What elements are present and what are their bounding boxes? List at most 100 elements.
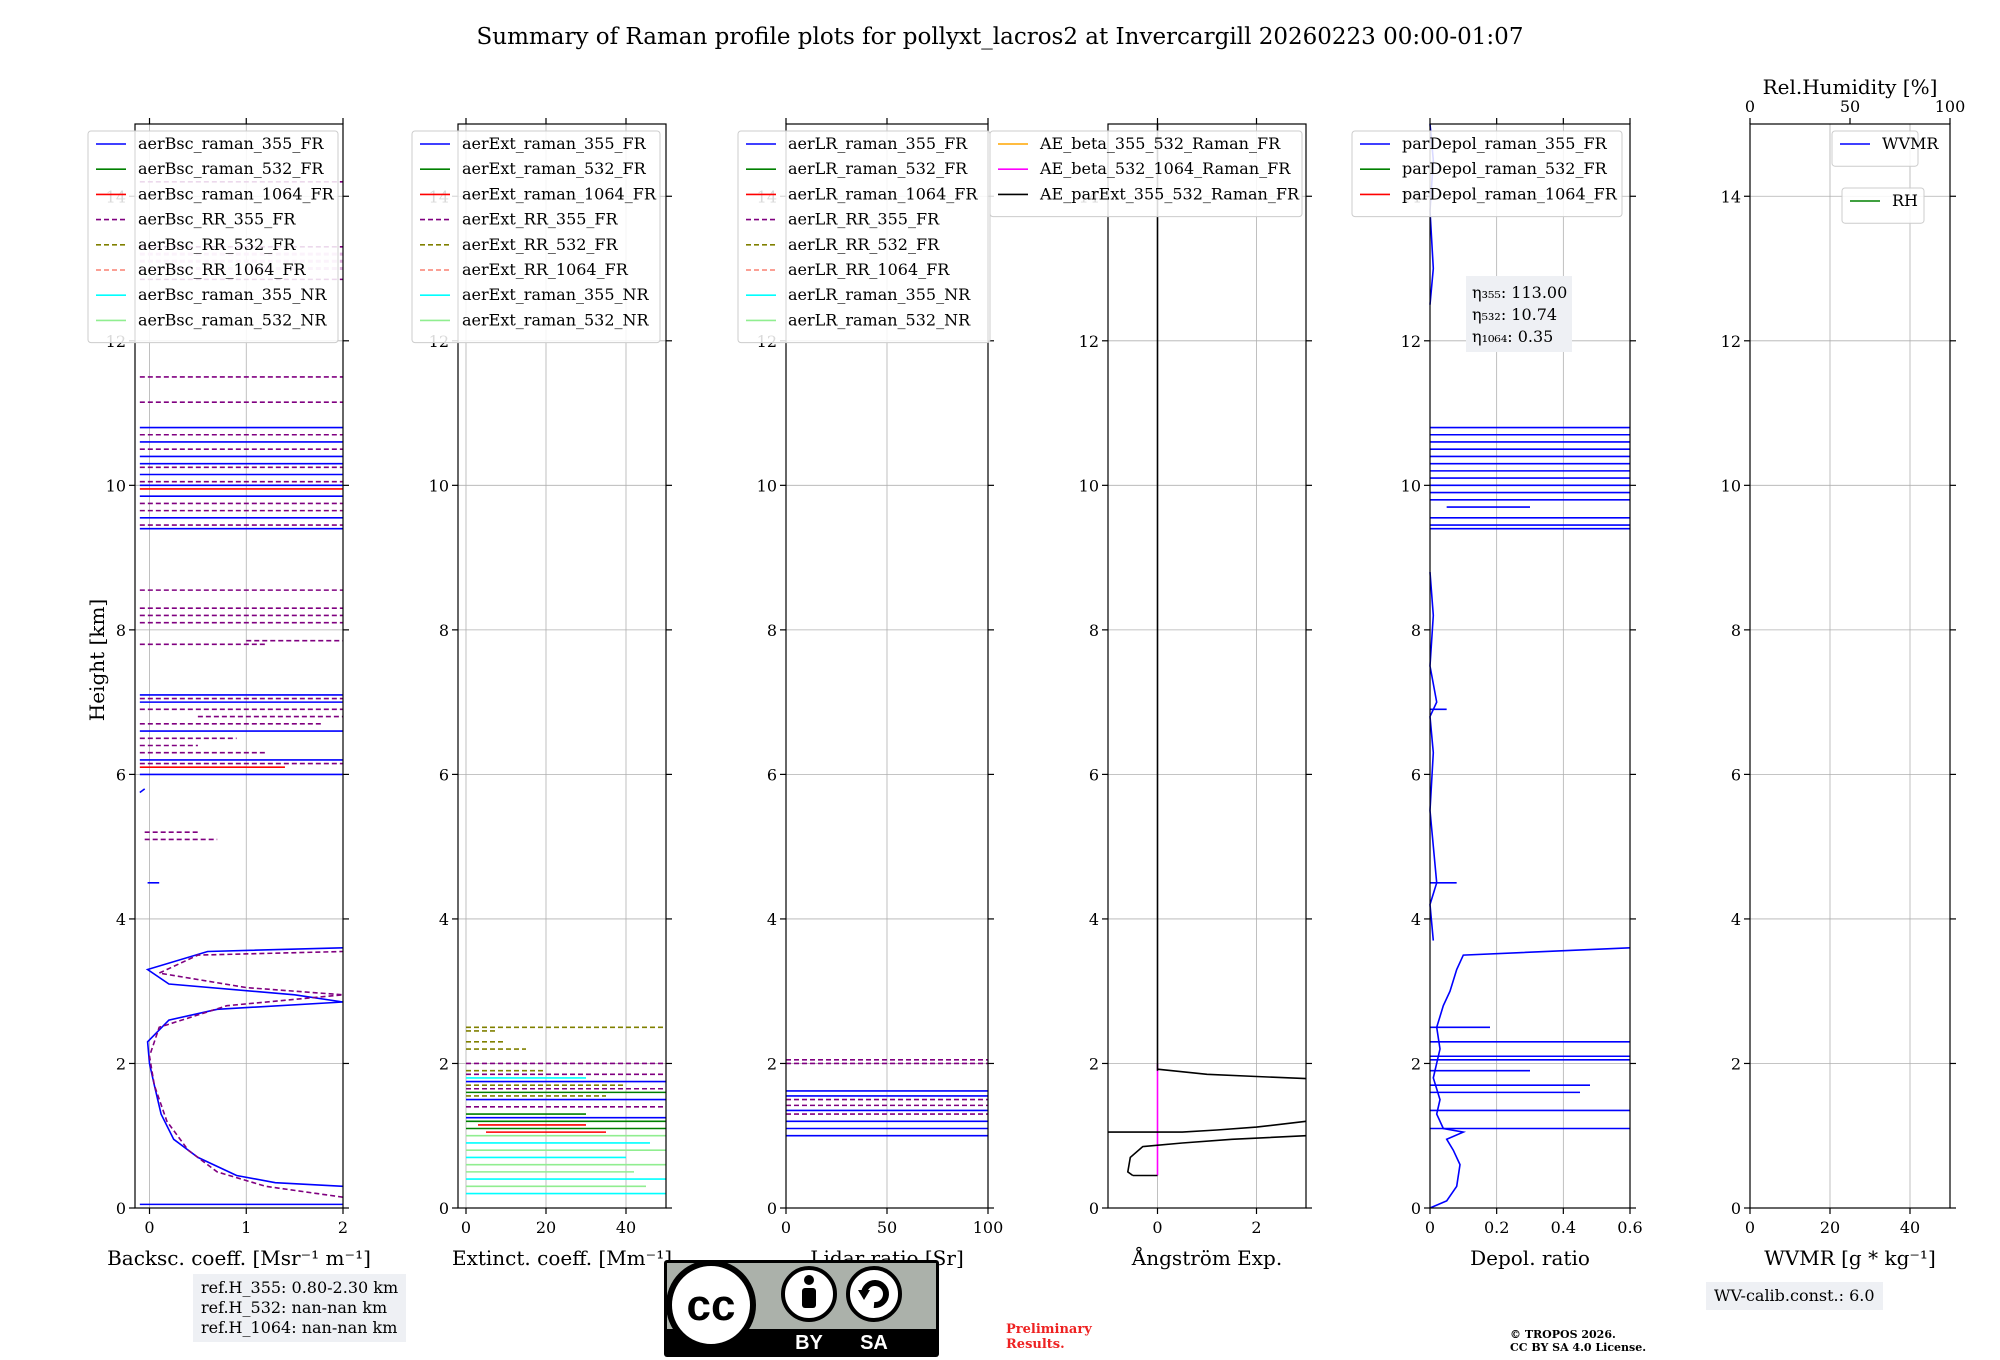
axes-frame [134,123,344,1209]
y-tick-label: 14 [1721,187,1741,206]
legend-label: aerBsc_raman_355_NR [138,285,327,304]
legend-label: aerBsc_RR_532_FR [138,235,296,254]
legend-frame [737,130,991,344]
y-tick-label: 6 [1731,765,1741,784]
legend-label: aerBsc_raman_1064_FR [138,184,335,203]
x-tick-label: 100 [973,1218,1004,1237]
person-body-icon [802,1288,816,1308]
x-tick-label: 0 [781,1218,791,1237]
x-tick-label: 0 [461,1218,471,1237]
y-tick-label: 10 [1401,476,1421,495]
axes-frame [1429,123,1631,1209]
y-tick-label: 8 [1089,621,1099,640]
legend-frame [1351,130,1623,218]
legend-label: parDepol_raman_355_FR [1402,134,1608,153]
y-tick-label: 8 [767,621,777,640]
figure-title: Summary of Raman profile plots for polly… [477,24,1524,50]
y-tick-label: 2 [1731,1054,1741,1073]
y-tick-label: 4 [116,910,126,929]
y-tick-label: 12 [1401,332,1421,351]
y-tick-label: 8 [1411,621,1421,640]
legend-label: aerExt_raman_1064_FR [462,184,657,203]
x-axis-label: Ångström Exp. [1131,1245,1282,1270]
profile-line-black [1108,1120,1307,1133]
x-axis-label: Backsc. coeff. [Msr⁻¹ m⁻¹] [107,1246,371,1270]
ref-height-355: ref.H_355: 0.80-2.30 km [201,1278,399,1297]
legend-frame [989,130,1303,218]
legend-label: aerExt_raman_532_NR [462,310,650,329]
y-tick-label: 10 [106,476,126,495]
legend-label: aerLR_raman_355_NR [788,285,971,304]
preliminary-results-note: Preliminary Results. [1006,1322,1092,1352]
wv-calibration-text: WV-calib.const.: 6.0 [1714,1286,1875,1305]
rh-tick-label: 50 [1840,97,1860,116]
share-alike-icon [846,1266,902,1322]
axes-frame [1749,123,1951,1209]
profile-line-blue [145,947,344,1188]
panel-lr: 02468101214050100Lidar ratio [Sr]aerLR_r… [737,118,1004,1270]
x-tick-label: 20 [1820,1218,1840,1237]
legend-label: aerBsc_raman_532_NR [138,310,327,329]
y-tick-label: 6 [767,765,777,784]
y-tick-label: 0 [439,1199,449,1218]
x-tick-label: 0 [1745,1218,1755,1237]
rh-tick-label: 0 [1745,97,1755,116]
legend-label: aerExt_raman_355_FR [462,134,647,153]
copyright-line-2: CC BY SA 4.0 License. [1510,1341,1647,1354]
profile-line-black [1157,1068,1307,1080]
y-axis-label: Height [km] [85,599,109,721]
legend-frame [1831,130,1919,167]
y-tick-label: 0 [1731,1199,1741,1218]
y-tick-label: 2 [116,1054,126,1073]
x-tick-label: 0 [1425,1218,1435,1237]
profile-line-purple [148,950,344,1198]
person-head-icon [804,1275,814,1285]
y-tick-label: 12 [1721,332,1741,351]
legend-label: aerLR_raman_1064_FR [788,184,978,203]
y-tick-label: 4 [1731,910,1741,929]
sa-label: SA [860,1332,888,1354]
legend-label: aerLR_raman_532_NR [788,310,971,329]
by-label: BY [795,1332,823,1354]
legend-label: aerLR_raman_355_FR [788,134,968,153]
legend-frame [411,130,661,344]
x-tick-label: 0 [1152,1218,1162,1237]
legend-frame [87,130,339,344]
panel-ext: 0246810121402040Extinct. coeff. [Mm⁻¹]ae… [411,118,672,1270]
legend-label: WVMR [1882,134,1939,153]
x-tick-label: 0.4 [1551,1218,1576,1237]
x-tick-label: 0.2 [1484,1218,1509,1237]
y-tick-label: 10 [1079,476,1099,495]
y-tick-label: 10 [429,476,449,495]
y-tick-label: 0 [116,1199,126,1218]
x-axis-label: Depol. ratio [1470,1246,1590,1270]
legend-label: aerExt_RR_1064_FR [462,260,629,279]
y-tick-label: 0 [767,1199,777,1218]
x-tick-label: 2 [338,1218,348,1237]
y-tick-label: 6 [439,765,449,784]
x-tick-label: 40 [616,1218,636,1237]
cc-letters: cc [687,1281,736,1330]
y-tick-label: 0 [1411,1199,1421,1218]
legend-label: AE_beta_355_532_Raman_FR [1039,134,1281,153]
y-tick-label: 0 [1089,1199,1099,1218]
y-tick-label: 2 [1411,1054,1421,1073]
legend-label: AE_parExt_355_532_Raman_FR [1039,184,1300,203]
axes-frame [457,123,667,1209]
panels-group: 0 2 4 6 8 10 12 14 0 12 Backsc. coeff. [Msr⁻¹ m⁻¹]… [87,75,1965,1270]
panel-ae: 0246810121402Ångström Exp.AE_beta_355_53… [989,118,1312,1270]
y-tick-label: 6 [1411,765,1421,784]
profile-line-black [1126,1134,1307,1177]
legend-rh-frame [1841,187,1925,224]
y-tick-label: 2 [767,1054,777,1073]
wv-calibration-box: WV-calib.const.: 6.0 [1706,1282,1883,1310]
y-tick-label: 6 [116,765,126,784]
legend-label: RH [1892,191,1918,210]
profile-line-blue [1429,572,1438,941]
legend-label: aerLR_RR_532_FR [788,235,940,254]
cc-circle-icon [666,1260,756,1350]
y-tick-label: 8 [116,621,126,640]
legend-label: aerBsc_raman_532_FR [138,159,324,178]
x-tick-label: 0.6 [1617,1218,1642,1237]
y-tick-label: 10 [757,476,777,495]
